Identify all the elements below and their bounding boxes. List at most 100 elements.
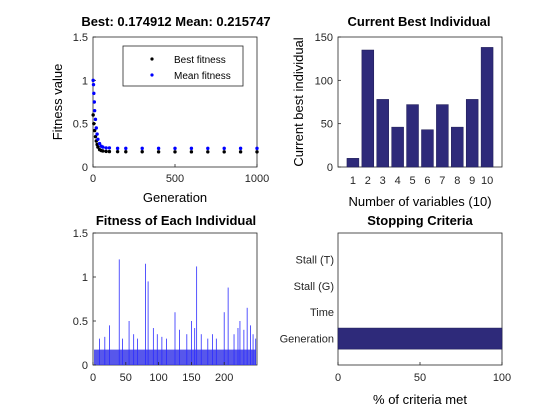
stop-xtick-label: 50 (414, 372, 426, 384)
each-ytick-label: 1.5 (73, 228, 88, 240)
mean-fitness-point (97, 141, 102, 146)
best-fitness-point (93, 134, 98, 139)
best-fitness-point (104, 149, 108, 154)
fitness-xtick-label: 0 (90, 173, 96, 185)
best-ytick-label: 100 (315, 75, 333, 87)
mean-fitness-point (91, 78, 95, 83)
best-ytick-label: 150 (315, 32, 333, 44)
best-individual-title: Current Best Individual (347, 14, 490, 29)
best-fitness-point (101, 149, 105, 153)
best-fitness-point (189, 150, 194, 154)
best-fitness-point (238, 150, 243, 154)
best-individual-ylabel: Current best individual (291, 37, 306, 166)
stopping-category-label: Time (310, 307, 334, 319)
best-fitness-point (96, 145, 100, 149)
fitness-ytick-label: 1.5 (73, 32, 88, 44)
stopping-title: Stopping Criteria (367, 213, 473, 228)
mean-fitness-point (206, 146, 210, 151)
legend-marker-best (150, 57, 154, 61)
fitness-ytick-label: 0.5 (73, 119, 88, 131)
best-category-label: 5 (409, 175, 415, 187)
best-ytick-label: 0 (327, 162, 333, 174)
fitness-legend: Best fitness Mean fitness (122, 45, 244, 87)
stopping-category-label: Stall (T) (296, 254, 335, 266)
best-category-label: 6 (424, 175, 430, 187)
best-fitness-point (156, 150, 161, 154)
mean-fitness-point (140, 146, 144, 151)
mean-fitness-point (124, 146, 128, 151)
each-ytick-label: 0.5 (73, 316, 88, 328)
best-category-label: 1 (350, 175, 356, 187)
mean-fitness-point (173, 146, 177, 151)
each-xtick-label: 150 (182, 372, 200, 384)
each-xtick-label: 0 (90, 372, 96, 384)
mean-fitness-point (96, 137, 100, 141)
best-ytick-label: 50 (321, 119, 333, 131)
fitness-title: Best: 0.174912 Mean: 0.215747 (81, 14, 270, 29)
best-fitness-point (92, 121, 96, 126)
best-category-label: 7 (439, 175, 445, 187)
fitness-xtick-label: 500 (166, 173, 184, 185)
mean-fitness-point (101, 145, 105, 149)
mean-fitness-point (92, 108, 97, 113)
best-individual-bar (376, 99, 389, 168)
each-individual-panel: Fitness of Each Individual 0 0.5 1 1.5 0 50 1… (73, 213, 258, 384)
mean-fitness-point (115, 146, 120, 151)
mean-fitness-point (156, 146, 161, 151)
best-individual-bar (436, 104, 449, 168)
fitness-ylabel: Fitness value (50, 64, 65, 141)
best-individual-bar (391, 126, 404, 168)
best-fitness-point (115, 149, 120, 154)
best-fitness-point (124, 150, 128, 154)
best-category-label: 9 (469, 175, 475, 187)
best-category-label: 2 (365, 175, 371, 187)
mean-fitness-point (238, 146, 243, 151)
each-xtick-label: 100 (149, 372, 167, 384)
fitness-xlabel: Generation (143, 190, 207, 205)
each-xtick-label: 50 (120, 372, 132, 384)
legend-label-best: Best fitness (174, 55, 226, 66)
best-fitness-point (255, 150, 259, 154)
mean-fitness-point (94, 126, 98, 130)
stop-xtick-label: 0 (335, 372, 341, 384)
stopping-category-label: Generation (280, 334, 334, 346)
best-fitness-point (206, 150, 210, 154)
mean-fitness-point (92, 100, 97, 104)
best-fitness-point (222, 150, 226, 154)
each-xtick-label: 200 (215, 372, 233, 384)
best-fitness-point (91, 113, 95, 117)
fitness-xtick-label: 1000 (245, 173, 269, 185)
each-ytick-label: 1 (82, 272, 88, 284)
fitness-ytick-label: 1 (82, 75, 88, 87)
stopping-category-label: Stall (G) (294, 281, 334, 293)
legend-label-mean: Mean fitness (174, 71, 231, 82)
best-category-label: 4 (395, 175, 401, 187)
stopping-criterion-bar (337, 327, 503, 350)
stopping-xlabel: % of criteria met (373, 392, 467, 407)
mean-fitness-point (189, 146, 194, 151)
best-individual-bar (421, 129, 434, 168)
best-category-label: 8 (454, 175, 460, 187)
legend-box (122, 45, 244, 87)
mean-fitness-point (91, 82, 96, 87)
best-individual-bar (406, 104, 419, 168)
each-ytick-label: 0 (82, 360, 88, 372)
best-individual-bar (480, 47, 494, 168)
stop-xtick-label: 100 (493, 372, 511, 384)
stopping-panel: Stopping Criteria Generation Time Stall (G… (280, 213, 512, 407)
best-category-label: 10 (481, 175, 493, 187)
best-fitness-point (140, 150, 144, 154)
best-fitness-point (92, 128, 97, 133)
mean-fitness-point (92, 91, 96, 96)
best-fitness-point (107, 149, 112, 154)
best-individual-bar (465, 99, 479, 168)
mean-fitness-point (255, 146, 259, 151)
legend-marker-mean (150, 73, 154, 77)
best-fitness-point (173, 150, 177, 154)
fitness-panel: Best: 0.174912 Mean: 0.215747 0 0.5 1 1.5 0… (50, 14, 271, 205)
mean-fitness-point (95, 132, 99, 136)
best-individual-xlabel: Number of variables (10) (348, 194, 491, 209)
best-individual-bar (346, 158, 360, 168)
